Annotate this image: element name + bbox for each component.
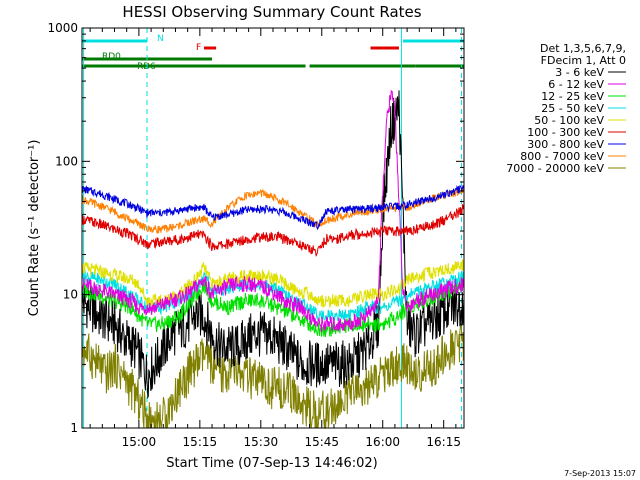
- series-line: [81, 279, 465, 338]
- flag-label-n: N: [157, 34, 164, 44]
- series-line: [81, 184, 465, 231]
- legend-entry: 25 - 50 keV: [541, 102, 604, 115]
- x-tick-label: 16:00: [365, 435, 400, 449]
- x-axis: 15:00 15:15 15:30 15:45 16:00 16:15: [89, 28, 461, 449]
- x-tick-label: 15:15: [183, 435, 218, 449]
- series-line: [81, 323, 465, 430]
- timestamp: 7-Sep-2013 15:07: [564, 469, 636, 478]
- legend-header: Det 1,3,5,6,7,9,: [540, 42, 626, 55]
- y-axis: 1 10 100 1000: [47, 21, 464, 435]
- x-axis-label: Start Time (07-Sep-13 14:46:02): [166, 456, 377, 471]
- legend-header: FDecim 1, Att 0: [541, 54, 626, 67]
- flag-label-f: F: [196, 43, 201, 53]
- legend: Det 1,3,5,6,7,9,FDecim 1, Att 03 - 6 keV…: [506, 42, 626, 175]
- y-tick-label: 10: [63, 288, 78, 302]
- series-line: [81, 90, 465, 400]
- chart-title: HESSI Observing Summary Count Rates: [122, 3, 421, 21]
- legend-entry: 100 - 300 keV: [527, 126, 604, 139]
- y-tick-label: 1: [70, 421, 78, 435]
- legend-entry: 6 - 12 keV: [548, 78, 604, 91]
- legend-entry: 12 - 25 keV: [541, 90, 604, 103]
- series-line: [81, 269, 465, 322]
- x-tick-label: 16:15: [426, 435, 461, 449]
- legend-entry: 50 - 100 keV: [534, 114, 604, 127]
- flag-label-rd0: RD0: [102, 52, 121, 62]
- series-line: [81, 259, 465, 308]
- legend-entry: 300 - 800 keV: [527, 138, 604, 151]
- y-tick-label: 100: [55, 154, 78, 168]
- x-tick-label: 15:45: [304, 435, 339, 449]
- x-tick-label: 15:00: [122, 435, 157, 449]
- legend-entry: 3 - 6 keV: [555, 66, 604, 79]
- legend-entry: 800 - 7000 keV: [520, 150, 604, 163]
- series-line: [81, 203, 464, 257]
- y-axis-label: Count Rate (s⁻¹ detector⁻¹): [27, 140, 42, 317]
- x-tick-label: 15:30: [244, 435, 279, 449]
- series-line: [81, 89, 465, 333]
- y-tick-label: 1000: [47, 21, 78, 35]
- legend-entry: 7000 - 20000 keV: [506, 162, 604, 175]
